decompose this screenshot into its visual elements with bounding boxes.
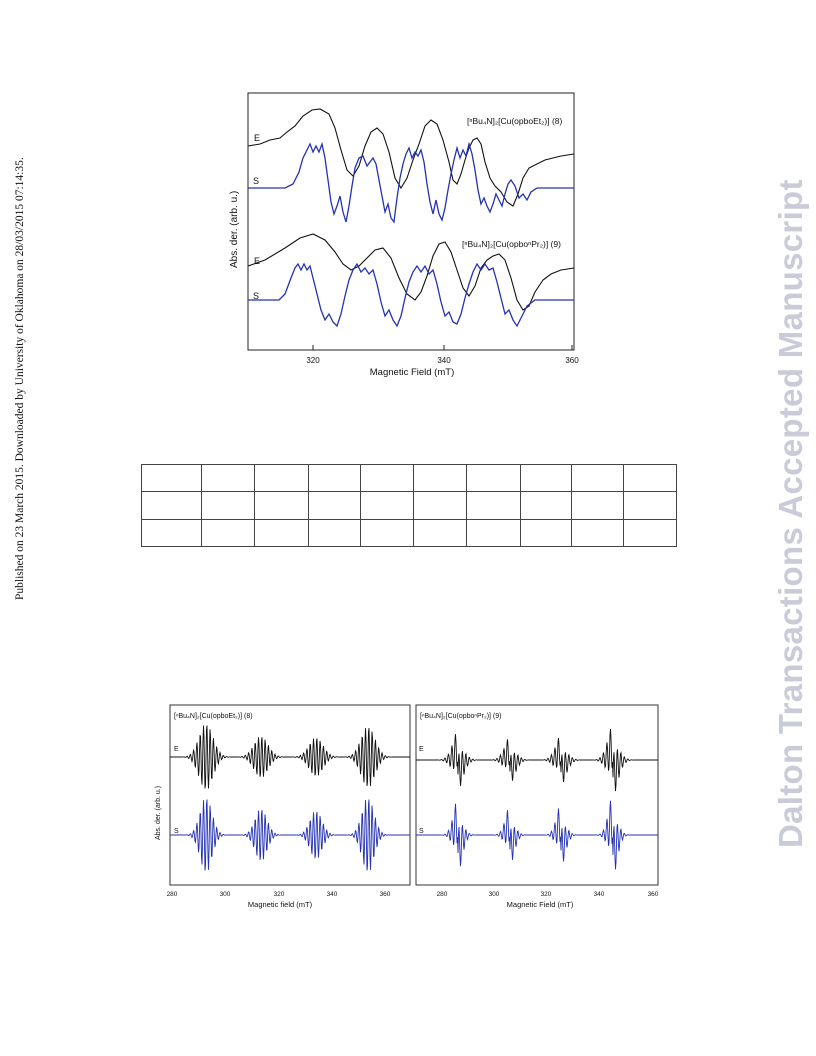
table-cell	[253, 491, 309, 520]
table-cell	[413, 463, 468, 493]
x-axis-label: Magnetic Field (mT)	[370, 367, 454, 378]
publication-notice: Published on 23 March 2015. Downloaded b…	[14, 157, 26, 600]
left-xtick-320: 320	[274, 891, 285, 898]
right-sim-trace	[416, 800, 658, 870]
exp-trace-9	[247, 233, 575, 311]
table-cell	[200, 463, 255, 493]
table-cell	[307, 491, 362, 520]
figure-top: Abs. der. (arb. u.) 320 340 360 Magnetic…	[229, 92, 579, 378]
y-axis-label: Abs. der. (arb. u.)	[229, 191, 240, 268]
table-cell	[360, 491, 415, 520]
left-exp-trace	[170, 725, 410, 789]
right-xtick-360: 360	[648, 891, 659, 898]
left-panel-frame	[169, 704, 411, 886]
table-cell	[623, 463, 677, 493]
x-tick-340: 340	[437, 356, 451, 365]
table-cell	[466, 463, 522, 493]
table-cell	[360, 518, 415, 548]
table-cell	[571, 518, 625, 548]
left-trace-label-e: E	[174, 746, 179, 753]
table-cell	[571, 491, 625, 520]
right-trace-label-s: S	[419, 828, 424, 835]
left-panel-ylabel: Abs. der. (arb. u.)	[155, 786, 162, 840]
right-xtick-340: 340	[594, 891, 605, 898]
left-xtick-360: 360	[380, 891, 391, 898]
table-cell	[520, 491, 573, 520]
table-cell	[253, 518, 309, 548]
table-cell	[141, 463, 202, 493]
right-xtick-280: 280	[437, 891, 448, 898]
top-axis-ticks	[312, 345, 573, 350]
table-cell	[623, 491, 677, 520]
left-panel-title: [ⁿBu₄N]₂[Cu(opboEt₂)] (8)	[174, 713, 253, 720]
table-cell	[253, 463, 309, 493]
sim-trace-9	[248, 262, 574, 328]
table-cell	[360, 463, 415, 493]
table-cell	[571, 463, 625, 493]
table-cell	[520, 463, 573, 493]
right-xtick-300: 300	[489, 891, 500, 898]
trace-label-s1: S	[253, 176, 259, 186]
table-row	[141, 491, 677, 520]
left-sim-trace	[170, 799, 410, 871]
journal-watermark: Dalton Transactions Accepted Manuscript	[772, 179, 809, 848]
data-table	[141, 463, 677, 548]
trace-label-s2: S	[253, 291, 259, 301]
table-cell	[307, 518, 362, 548]
exp-trace-8	[247, 108, 575, 207]
left-panel-xticks: 280 300 320 340 360	[167, 891, 391, 898]
right-panel-title: [ⁿBu₄N]₂[Cu(opboⁿPr₂)] (9)	[420, 713, 501, 720]
x-tick-320: 320	[306, 356, 320, 365]
left-trace-label-s: S	[174, 828, 179, 835]
left-xtick-300: 300	[220, 891, 231, 898]
table-cell	[520, 518, 573, 548]
table-cell	[307, 463, 362, 493]
left-xtick-280: 280	[167, 891, 178, 898]
table-cell	[466, 518, 522, 548]
plot-frame	[247, 92, 575, 351]
right-panel-frame	[415, 704, 659, 886]
right-exp-trace	[416, 728, 658, 792]
figure-bottom: [ⁿBu₄N]₂[Cu(opboEt₂)] (8) Abs. der. (arb…	[155, 704, 659, 909]
sim-trace-8	[248, 141, 574, 224]
right-panel-xlabel: Magnetic Field (mT)	[507, 900, 574, 909]
table-cell	[623, 518, 677, 548]
table-row	[141, 463, 677, 493]
right-xtick-320: 320	[541, 891, 552, 898]
right-trace-label-e: E	[419, 746, 424, 753]
table-cell	[200, 518, 255, 548]
table-cell	[200, 491, 255, 520]
right-panel-xticks: 280 300 320 340 360	[437, 891, 659, 898]
trace-label-e1: E	[254, 133, 260, 143]
table-cell	[141, 518, 202, 548]
trace-label-e2: E	[254, 256, 260, 266]
left-panel-xlabel: Magnetic field (mT)	[248, 900, 313, 909]
x-tick-360: 360	[565, 356, 579, 365]
table-cell	[466, 491, 522, 520]
compound-9-label: [ⁿBu₄N]₂[Cu(opboⁿPr₂)] (9)	[462, 239, 561, 249]
table-cell	[141, 491, 202, 520]
table-cell	[413, 518, 468, 548]
table-row	[141, 518, 677, 548]
table-cell	[413, 491, 468, 520]
left-xtick-340: 340	[327, 891, 338, 898]
compound-8-label: [ⁿBu₄N]₂[Cu(opboEt₂)] (8)	[467, 116, 563, 126]
